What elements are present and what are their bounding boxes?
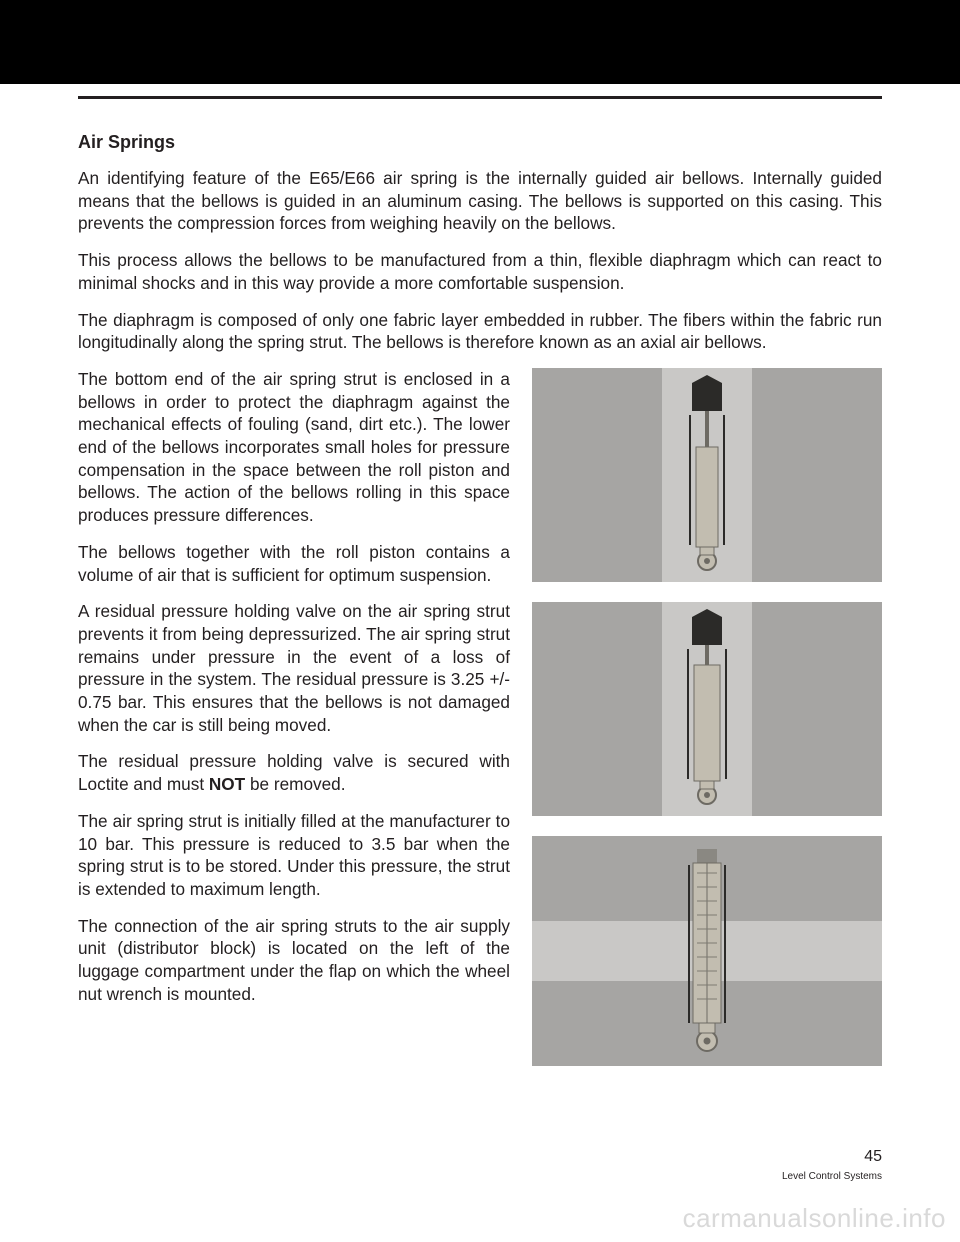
air-spring-strut-icon [672, 375, 742, 575]
figure-air-spring-extended [532, 368, 882, 582]
paragraph-5: The bellows together with the roll pisto… [78, 541, 510, 586]
paragraph-9: The connection of the air spring struts … [78, 915, 510, 1006]
left-text-column: The bottom end of the air spring strut i… [78, 368, 510, 1066]
paragraph-4: The bottom end of the air spring strut i… [78, 368, 510, 527]
figure-air-spring-compressed [532, 602, 882, 816]
header-black-band [0, 0, 960, 84]
paragraph-7-bold: NOT [209, 774, 245, 794]
paragraph-3: The diaphragm is composed of only one fa… [78, 309, 882, 354]
footer-label: Level Control Systems [782, 1171, 882, 1182]
content-area: Air Springs An identifying feature of th… [78, 132, 882, 1066]
figure-column [532, 368, 882, 1066]
header-divider [78, 96, 882, 99]
paragraph-1: An identifying feature of the E65/E66 ai… [78, 167, 882, 235]
paragraph-7-post: be removed. [245, 774, 345, 794]
paragraph-6: A residual pressure holding valve on the… [78, 600, 510, 736]
figure-air-spring-cutaway [532, 836, 882, 1066]
two-column-region: The bottom end of the air spring strut i… [78, 368, 882, 1066]
section-heading: Air Springs [78, 132, 882, 153]
air-spring-strut-icon [672, 609, 742, 809]
watermark-text: carmanualsonline.info [683, 1203, 946, 1234]
air-spring-cutaway-icon [667, 843, 747, 1059]
page-number: 45 [864, 1148, 882, 1166]
paragraph-8: The air spring strut is initially filled… [78, 810, 510, 901]
document-page: Air Springs An identifying feature of th… [0, 0, 960, 1242]
paragraph-2: This process allows the bellows to be ma… [78, 249, 882, 294]
paragraph-7: The residual pressure holding valve is s… [78, 750, 510, 795]
